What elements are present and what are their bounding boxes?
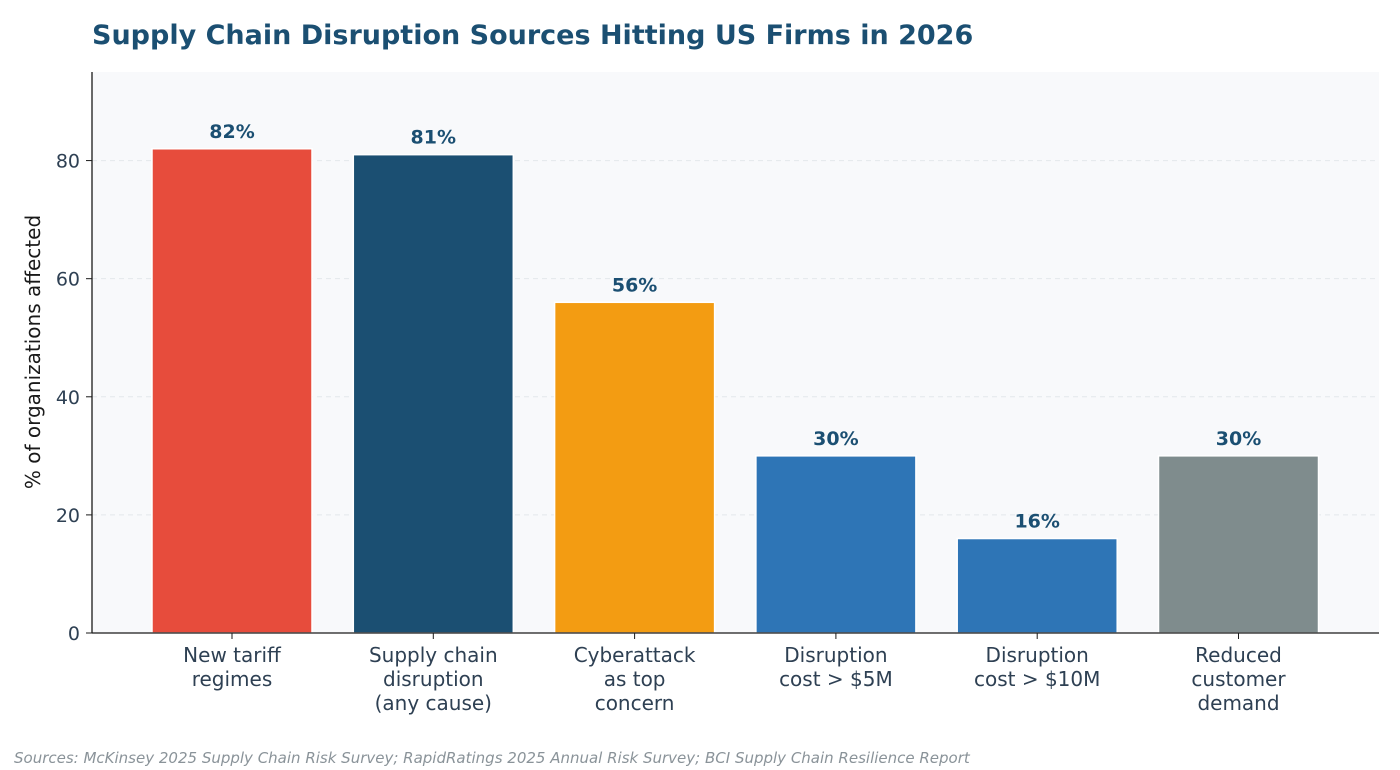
x-tick-label: disruption: [383, 667, 484, 691]
value-labels: 82% 81% 56% 30% 16% 30%: [209, 121, 1261, 533]
x-tick-label: Reduced: [1195, 643, 1282, 667]
x-tick-label: Disruption: [784, 643, 887, 667]
y-tick-label: 40: [56, 387, 80, 409]
bar-value-label: 82%: [209, 121, 254, 143]
bar: [151, 148, 313, 634]
x-tick-label: demand: [1197, 691, 1279, 715]
x-tick-label: regimes: [192, 667, 273, 691]
x-tick-label: concern: [595, 691, 675, 715]
x-tick-label: cost > $10M: [974, 667, 1100, 691]
x-tick-label: New tariff: [183, 643, 282, 667]
y-tick-label: 0: [68, 623, 80, 645]
x-tick-label: customer: [1191, 667, 1286, 691]
source-note: Sources: McKinsey 2025 Supply Chain Risk…: [14, 749, 971, 767]
x-tick-label: cost > $5M: [779, 667, 893, 691]
bar: [755, 455, 917, 634]
y-tick-label: 20: [56, 505, 80, 527]
chart-title: Supply Chain Disruption Sources Hitting …: [92, 20, 973, 51]
y-axis-label: % of organizations affected: [21, 215, 45, 489]
x-tick-label: Disruption: [986, 643, 1089, 667]
bar: [1157, 455, 1320, 634]
x-tick-label: Cyberattack: [574, 643, 696, 667]
y-axis: 0 20 40 60 80: [56, 72, 93, 645]
bar-value-label: 30%: [1216, 428, 1261, 450]
bar-value-label: 56%: [612, 274, 657, 296]
bar: [352, 153, 515, 634]
bar-value-label: 16%: [1014, 511, 1059, 533]
x-tick-label: (any cause): [375, 691, 492, 715]
bar-value-label: 81%: [411, 127, 456, 149]
bar: [553, 301, 716, 634]
y-tick-label: 80: [56, 151, 80, 173]
bar-value-label: 30%: [813, 428, 858, 450]
y-tick-label: 60: [56, 269, 80, 291]
x-tick-label: as top: [604, 667, 666, 691]
x-tick-label: Supply chain: [369, 643, 498, 667]
bar: [956, 537, 1118, 634]
